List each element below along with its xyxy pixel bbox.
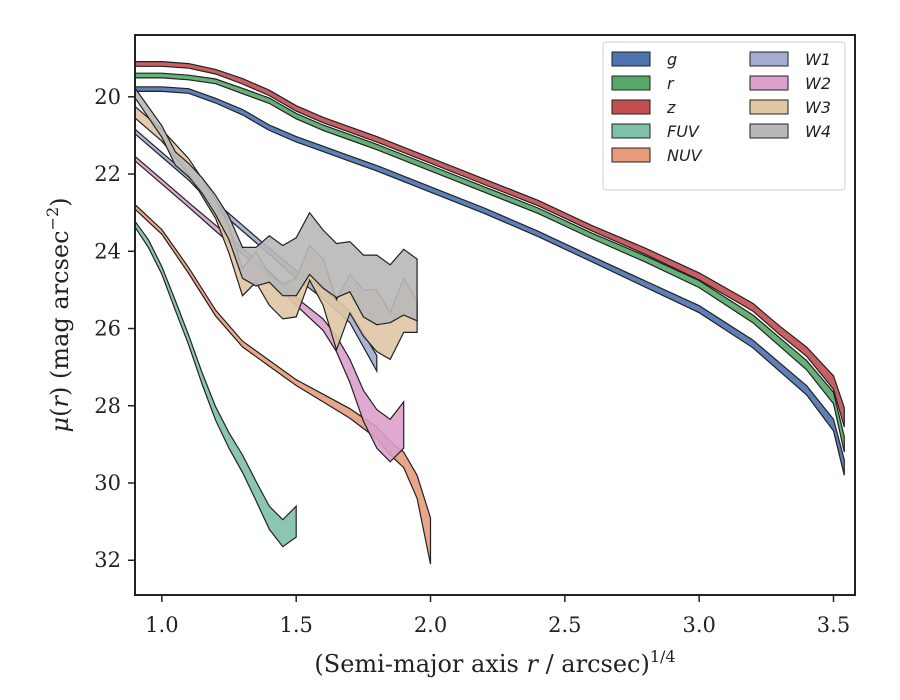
legend-swatch-z — [611, 99, 651, 115]
y-tick-label: 30 — [94, 471, 121, 495]
y-tick-label: 24 — [94, 239, 121, 263]
legend-label-z: z — [666, 98, 676, 117]
band-w4 — [134, 86, 418, 326]
y-tick-label: 32 — [94, 548, 121, 572]
y-axis-label: μ(r) (mag arcsec−2) — [43, 197, 74, 432]
x-tick-label: 1.0 — [145, 613, 178, 637]
x-tick-label: 3.0 — [682, 613, 715, 637]
y-tick-label: 26 — [94, 317, 121, 341]
x-tick-label: 1.5 — [279, 613, 312, 637]
legend-swatch-w2 — [749, 75, 789, 91]
band-g — [134, 86, 845, 476]
legend-swatch-w4 — [749, 123, 789, 139]
band-nuv — [134, 203, 432, 565]
y-axis-ticks: 20 22 24 26 28 30 32 — [94, 85, 135, 572]
x-tick-label: 3.5 — [817, 613, 850, 637]
legend-label-fuv: FUV — [667, 122, 700, 141]
legend-label-g: g — [667, 50, 677, 69]
legend-swatch-g — [611, 51, 651, 67]
legend-swatch-fuv — [611, 123, 651, 139]
y-tick-label: 20 — [94, 85, 121, 109]
legend-label-w4: W4 — [805, 122, 831, 141]
legend-label-r: r — [667, 74, 675, 93]
legend-swatch-w3 — [749, 99, 789, 115]
legend-label-w3: W3 — [805, 98, 831, 117]
x-tick-label: 2.5 — [548, 613, 581, 637]
x-axis-ticks: 1.0 1.5 2.0 2.5 3.0 3.5 — [145, 595, 850, 637]
legend-swatch-w1 — [749, 51, 789, 67]
plot-frame — [134, 34, 856, 596]
legend-label-w1: W1 — [805, 50, 831, 69]
legend: grz FUV NUV W1 W2 W3 W4 — [602, 41, 846, 191]
band-r — [134, 72, 845, 453]
band-areas — [134, 61, 845, 565]
x-tick-label: 2.0 — [414, 613, 447, 637]
y-tick-label: 22 — [94, 162, 121, 186]
legend-swatch-r — [611, 75, 651, 91]
band-fuv — [134, 219, 297, 548]
legend-label-nuv: NUV — [667, 146, 703, 165]
x-axis-label: (Semi-major axis r / arcsec)1/4 — [314, 647, 675, 678]
y-tick-label: 28 — [94, 394, 121, 418]
band-z — [134, 61, 845, 428]
legend-label-w2: W2 — [805, 74, 831, 93]
legend-swatch-nuv — [611, 147, 651, 163]
